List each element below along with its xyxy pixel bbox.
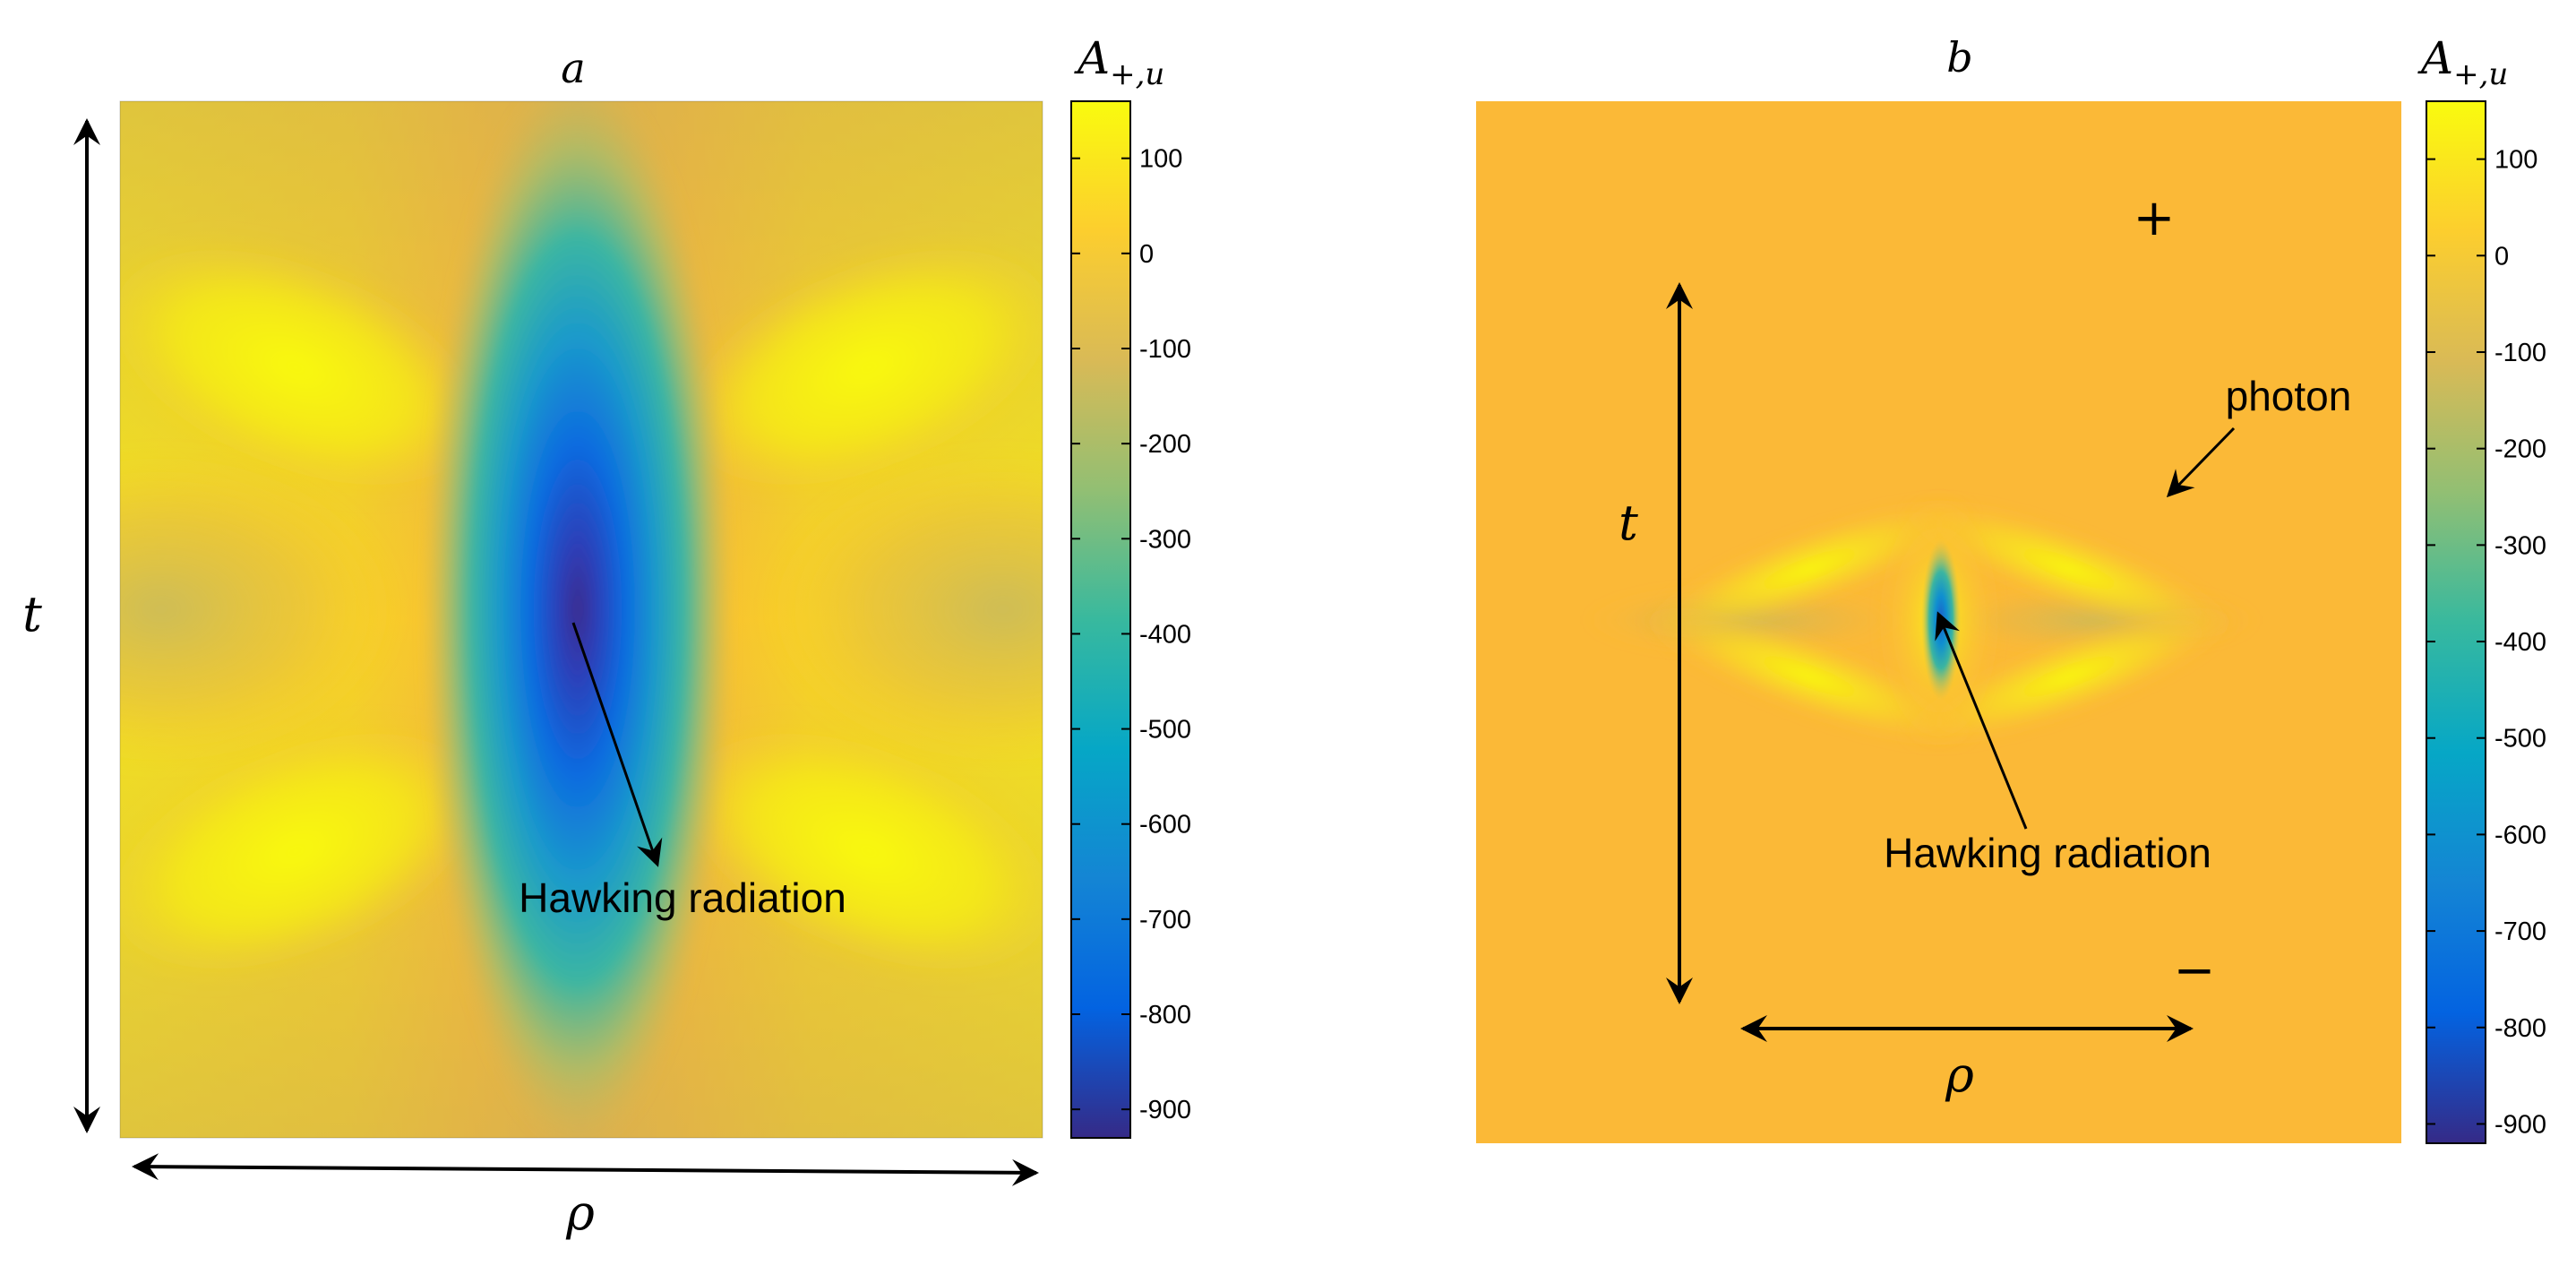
panel-a-ylabel: t — [22, 586, 42, 642]
panel-b-photon-label: photon — [2226, 373, 2352, 419]
colorbar-tick-label: -200 — [2494, 435, 2546, 464]
panel-a-heatmap — [120, 101, 1043, 1138]
panel-b-plus-sign: + — [2134, 189, 2176, 247]
colorbar-tick-label: -700 — [1139, 906, 1191, 934]
panel-b-title: b — [1946, 33, 1972, 82]
panel-b-colorbar-title: A+,u — [2417, 32, 2508, 92]
panel-b-minus-sign: − — [2174, 942, 2216, 1000]
panel-a-rho-arrow — [132, 1153, 1039, 1186]
panel-a-hawking-arrow — [571, 622, 663, 867]
colorbar-tick-label: -200 — [1139, 430, 1191, 459]
panel-a-hawking-label: Hawking radiation — [519, 874, 846, 921]
panel-b-ylabel: t — [1619, 495, 1638, 551]
colorbar-tick-label: -300 — [2494, 531, 2546, 560]
panel-b-hawking-label: Hawking radiation — [1884, 830, 2211, 876]
colorbar-tick-label: -100 — [2494, 339, 2546, 367]
panel-b-colorbar-ticks: 100 0 -100 -200 -300 -400 -500 -600 -700 -800 -900 — [2426, 146, 2546, 1139]
colorbar-tick-label: -500 — [1139, 716, 1191, 745]
colorbar-tick-label: -900 — [1139, 1096, 1191, 1124]
colorbar-tick-label: 0 — [1139, 240, 1154, 269]
panel-b-heatmap — [1476, 101, 2401, 1143]
colorbar-tick-label: 100 — [1139, 145, 1182, 174]
panel-a: a t ρ Hawking radiation 100 0 -100 -200 -300… — [22, 32, 1191, 1241]
panel-b-xlabel: ρ — [1945, 1046, 1974, 1103]
colorbar-tick-label: -800 — [2494, 1014, 2546, 1043]
colorbar-tick-label: -600 — [1139, 811, 1191, 840]
colorbar-tick-label: 100 — [2494, 146, 2537, 175]
colorbar-tick-label: -400 — [1139, 620, 1191, 649]
panel-b: b t ρ Hawking radiation photon + − 100 0 -… — [1476, 32, 2546, 1144]
panel-a-colorbar-ticks: 100 0 -100 -200 -300 -400 -500 -600 -700 -800 -900 — [1071, 145, 1191, 1124]
colorbar-tick-label: -700 — [2494, 917, 2546, 946]
colorbar-tick-label: -600 — [2494, 821, 2546, 849]
panel-a-xlabel: ρ — [565, 1184, 595, 1241]
colorbar-tick-label: -900 — [2494, 1110, 2546, 1139]
panel-a-colorbar-title: A+,u — [1074, 32, 1164, 92]
colorbar-tick-label: -800 — [1139, 1001, 1191, 1029]
colorbar-tick-label: 0 — [2494, 242, 2509, 271]
panel-b-colorbar: 100 0 -100 -200 -300 -400 -500 -600 -700 -800 -900… — [2417, 32, 2546, 1144]
colorbar-tick-label: -100 — [1139, 335, 1191, 364]
colorbar-tick-label: -500 — [2494, 725, 2546, 754]
panel-a-colorbar: 100 0 -100 -200 -300 -400 -500 -600 -700 -800 -900… — [1070, 32, 1191, 1139]
panel-b-photon-arrow — [2166, 426, 2236, 498]
panel-b-hawking-arrow — [1935, 611, 2028, 830]
colorbar-tick-label: -400 — [2494, 628, 2546, 657]
colorbar-tick-label: -300 — [1139, 525, 1191, 554]
panel-a-title: a — [561, 44, 585, 92]
